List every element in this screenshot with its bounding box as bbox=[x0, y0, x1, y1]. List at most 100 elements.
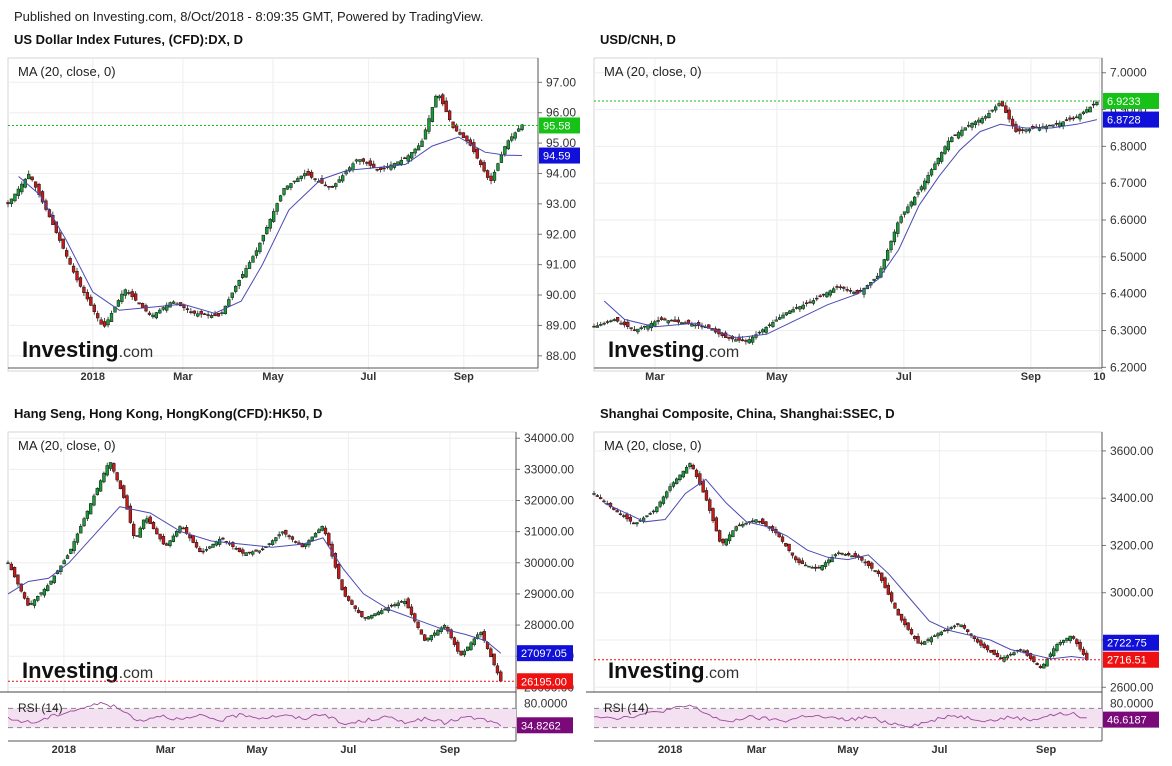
candle-body bbox=[155, 528, 159, 535]
candle-body bbox=[61, 238, 65, 249]
candle-body bbox=[1058, 122, 1062, 127]
candle-body bbox=[781, 314, 785, 319]
candles bbox=[6, 462, 503, 683]
candle-body bbox=[154, 312, 159, 319]
candle-body bbox=[148, 516, 152, 525]
candle-body bbox=[6, 562, 10, 565]
candle-body bbox=[19, 583, 23, 592]
candle-body bbox=[1061, 121, 1065, 126]
candle-body bbox=[1081, 648, 1086, 655]
chart-svg[interactable]: 2600.002800.003000.003200.003400.003600.… bbox=[586, 404, 1172, 766]
candle-body bbox=[1052, 648, 1056, 657]
candle-body bbox=[956, 132, 961, 139]
candle-body bbox=[9, 198, 14, 204]
candle-body bbox=[16, 574, 20, 585]
candle-body bbox=[1091, 103, 1096, 106]
candle-body bbox=[711, 508, 715, 522]
candle-body bbox=[794, 556, 798, 561]
candle-body bbox=[872, 278, 876, 281]
candle-body bbox=[343, 587, 347, 597]
candle-body bbox=[366, 616, 371, 620]
candle-body bbox=[106, 319, 110, 326]
candle-body bbox=[290, 536, 295, 540]
candle-body bbox=[115, 472, 119, 481]
chart-svg[interactable]: 6.2000 6.3000 6.4000 6.5000 6.6000 6.7000 6.80… bbox=[586, 30, 1172, 406]
last-price-badge bbox=[539, 117, 580, 134]
watermark-logo: Investing.com bbox=[608, 658, 739, 683]
candle-body bbox=[340, 579, 344, 590]
candle-body bbox=[199, 311, 203, 315]
candle-body bbox=[161, 307, 165, 310]
candle-body bbox=[673, 319, 677, 322]
candle-body bbox=[987, 113, 991, 118]
candle-body bbox=[196, 313, 200, 317]
candle-body bbox=[744, 522, 748, 525]
candle-body bbox=[866, 560, 871, 566]
candle-body bbox=[376, 611, 381, 616]
candle-body bbox=[605, 321, 610, 323]
moving-average-line bbox=[603, 478, 1087, 660]
candle-body bbox=[893, 602, 897, 609]
candle-body bbox=[221, 537, 225, 540]
candle-body bbox=[622, 515, 626, 517]
candle-body bbox=[220, 312, 224, 314]
candle-body bbox=[668, 486, 672, 491]
candle-body bbox=[1010, 118, 1015, 126]
candle-body bbox=[669, 319, 674, 322]
candle-body bbox=[138, 527, 142, 538]
candle-body bbox=[213, 313, 217, 316]
x-tick-label: Sep bbox=[440, 744, 460, 756]
candle-body bbox=[850, 555, 854, 558]
chart-svg[interactable]: 88.00 89.00 90.00 91.00 92.00 93.00 94.00 95.00… bbox=[0, 30, 580, 406]
candle-body bbox=[192, 310, 196, 314]
candle-body bbox=[456, 641, 460, 652]
candle-body bbox=[714, 517, 719, 532]
x-tick-label: 10 bbox=[1093, 371, 1105, 383]
candle-body bbox=[296, 178, 300, 182]
candle-body bbox=[446, 627, 450, 632]
candle-body bbox=[270, 540, 275, 545]
chart-panel-shanghai[interactable]: Shanghai Composite, China, Shanghai:SSEC… bbox=[586, 404, 1172, 766]
candle-body bbox=[863, 561, 867, 564]
candle-body bbox=[285, 185, 290, 190]
candle-body bbox=[429, 635, 433, 641]
candle-body bbox=[158, 309, 162, 314]
y-tick-label: 3400.00 bbox=[1110, 491, 1154, 505]
candle-body bbox=[946, 140, 951, 151]
candle-body bbox=[432, 632, 437, 636]
candle-body bbox=[1012, 652, 1016, 655]
candle-body bbox=[436, 630, 440, 636]
last-price-badge bbox=[1103, 92, 1159, 109]
candle-body bbox=[294, 541, 298, 543]
chart-panel-hang-seng[interactable]: Hang Seng, Hong Kong, HongKong(CFD):HK50… bbox=[0, 404, 580, 766]
candle-body bbox=[815, 297, 819, 300]
candle-body bbox=[406, 155, 410, 162]
candle-body bbox=[426, 637, 430, 641]
candle-body bbox=[886, 584, 890, 595]
candle-body bbox=[862, 288, 866, 295]
ma-value-label: 6.8728 bbox=[1107, 115, 1141, 127]
candle-body bbox=[701, 480, 705, 493]
candle-body bbox=[145, 518, 149, 523]
chart-panel-dollar-index[interactable]: US Dollar Index Futures, (CFD):DX, D 88.… bbox=[0, 30, 580, 406]
candle-body bbox=[216, 312, 221, 317]
chart-svg[interactable]: 26000.0027000.0028000.0029000.0030000.00… bbox=[0, 404, 580, 766]
y-tick-label: 6.3000 bbox=[1110, 323, 1147, 337]
ma-value-badge bbox=[1103, 111, 1159, 128]
candle-body bbox=[16, 188, 21, 196]
candle-body bbox=[78, 277, 83, 287]
rsi-value-label: 34.8262 bbox=[521, 720, 561, 732]
candle-body bbox=[247, 262, 252, 269]
candle-body bbox=[653, 321, 657, 327]
candle-body bbox=[902, 211, 907, 215]
candle-body bbox=[940, 152, 944, 162]
candle-body bbox=[950, 137, 954, 143]
candle-body bbox=[880, 572, 884, 581]
candle-body bbox=[787, 543, 791, 551]
candle-body bbox=[651, 510, 656, 513]
candle-body bbox=[1058, 641, 1062, 645]
candle-body bbox=[201, 550, 205, 553]
chart-panel-usdcnh[interactable]: USD/CNH, D 6.2000 6.3000 6.4000 6.5000 6.600… bbox=[586, 30, 1172, 406]
y-tick-label: 3200.00 bbox=[1110, 538, 1154, 552]
candle-body bbox=[873, 570, 877, 572]
